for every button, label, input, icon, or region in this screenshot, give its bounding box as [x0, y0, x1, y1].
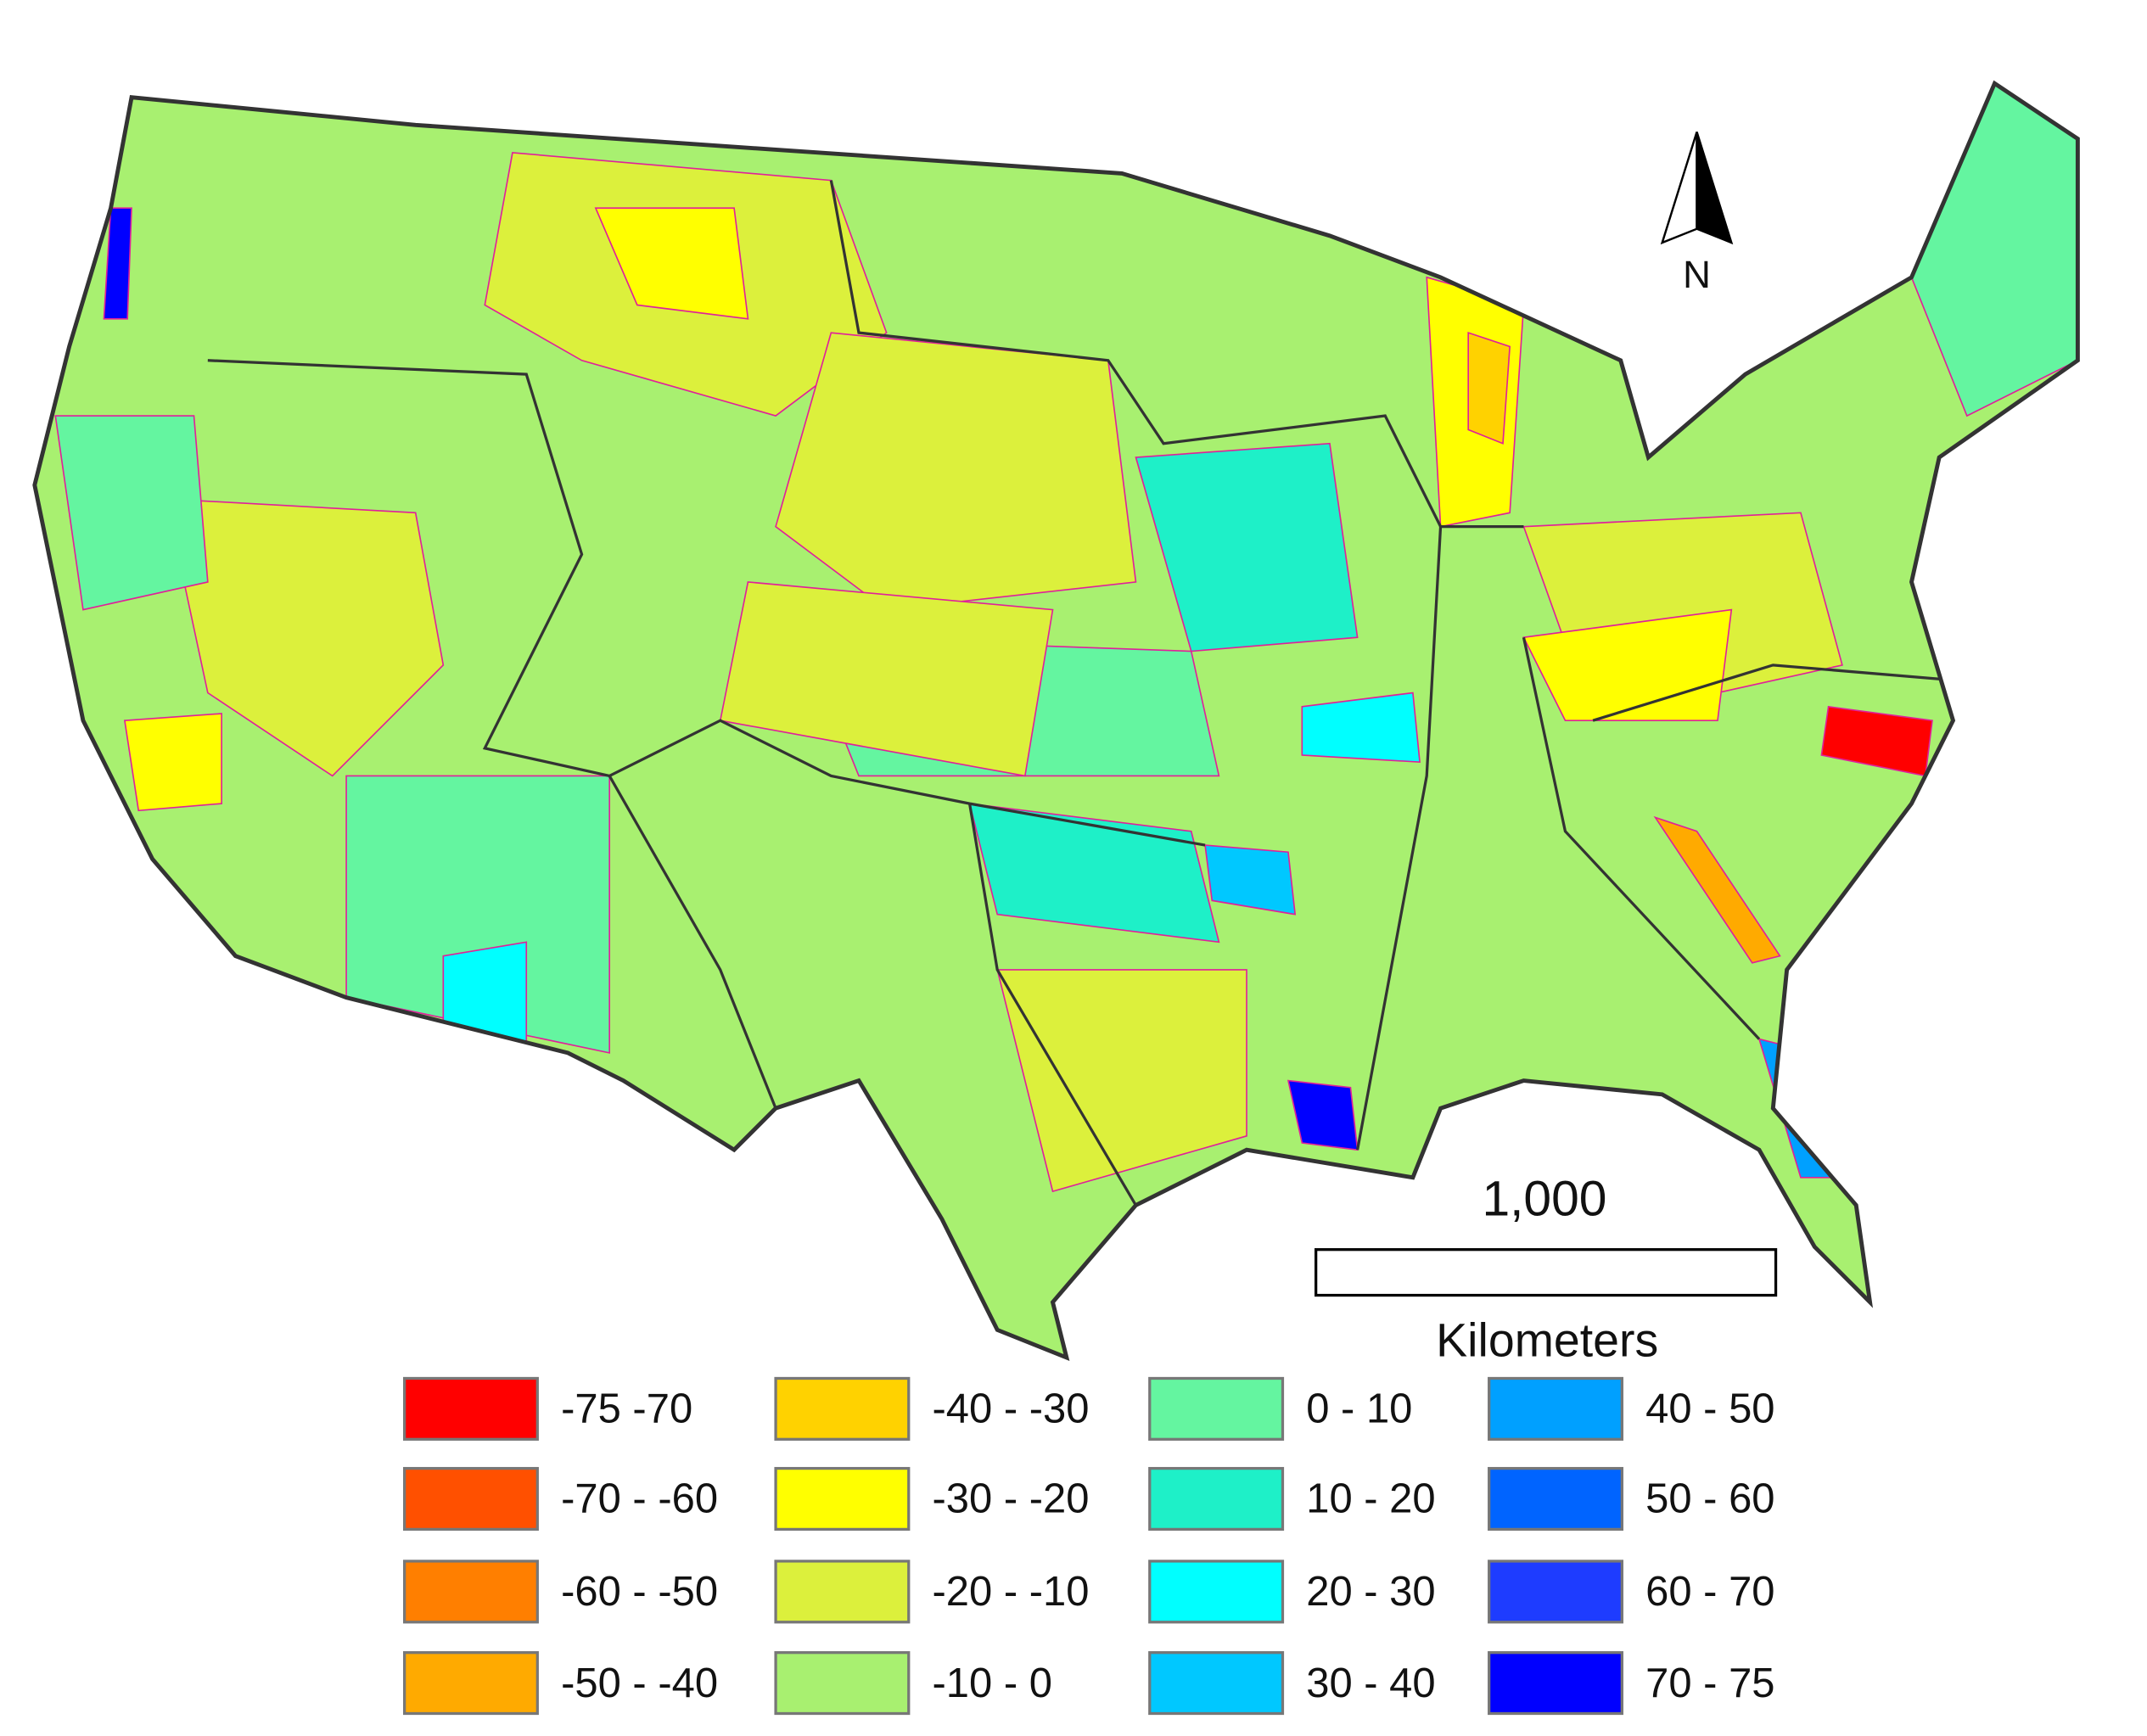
legend-item: 20 - 30 [1148, 1560, 1436, 1624]
legend-item: 70 - 75 [1488, 1651, 1775, 1716]
legend-item: 50 - 60 [1488, 1466, 1775, 1532]
legend-label: 20 - 30 [1306, 1569, 1435, 1615]
us-map [32, 80, 2080, 1362]
legend-item: 10 - 20 [1148, 1466, 1436, 1532]
legend-swatch [774, 1466, 911, 1532]
legend-label: -40 - -30 [933, 1386, 1090, 1432]
scale-bar-unit: Kilometers [1436, 1313, 1658, 1366]
legend-item: 40 - 50 [1488, 1376, 1775, 1441]
legend-label: 0 - 10 [1306, 1386, 1412, 1432]
legend: -75 -70 -70 - -60 -60 - -50 -50 - -40 -40 - … [402, 1376, 1775, 1716]
legend-item: -75 -70 [402, 1376, 692, 1441]
legend-swatch [1148, 1560, 1285, 1624]
north-label: N [1683, 253, 1711, 296]
legend-item: -50 - -40 [402, 1651, 718, 1716]
scale-bar-label: 1,000 [1482, 1172, 1606, 1227]
legend-swatch [1488, 1560, 1624, 1624]
legend-item: -40 - -30 [774, 1376, 1090, 1441]
legend-label: 40 - 50 [1645, 1386, 1774, 1432]
legend-item: 60 - 70 [1488, 1560, 1775, 1624]
legend-swatch [402, 1466, 539, 1532]
legend-label: 70 - 75 [1645, 1660, 1774, 1706]
north-arrow: N [1660, 132, 1734, 296]
legend-swatch [1488, 1376, 1624, 1441]
north-arrow-left [1660, 132, 1698, 245]
north-arrow-right [1696, 132, 1734, 245]
legend-item: -10 - 0 [774, 1651, 1052, 1716]
legend-swatch [774, 1651, 911, 1716]
legend-label: -50 - -40 [561, 1660, 718, 1706]
legend-label: 50 - 60 [1645, 1476, 1774, 1522]
legend-swatch [1148, 1376, 1285, 1441]
legend-label: -30 - -20 [933, 1476, 1090, 1522]
coastline [32, 80, 2080, 1362]
legend-item: -20 - -10 [774, 1560, 1090, 1624]
legend-swatch [774, 1376, 911, 1441]
region-boundaries [207, 180, 1940, 1207]
legend-item: -30 - -20 [774, 1466, 1090, 1532]
legend-label: -75 -70 [561, 1386, 692, 1432]
scale-bar: 1,000 Kilometers [1315, 1172, 1778, 1366]
legend-swatch [1488, 1651, 1624, 1716]
legend-swatch [774, 1560, 911, 1624]
basins [54, 83, 2078, 1193]
legend-label: -60 - -50 [561, 1569, 718, 1615]
scale-bar-rect [1315, 1248, 1778, 1297]
legend-swatch [402, 1651, 539, 1716]
legend-item: 0 - 10 [1148, 1376, 1412, 1441]
legend-swatch [1488, 1466, 1624, 1532]
legend-label: 10 - 20 [1306, 1476, 1435, 1522]
legend-swatch [1148, 1466, 1285, 1532]
legend-label: 60 - 70 [1645, 1569, 1774, 1615]
legend-label: -10 - 0 [933, 1660, 1052, 1706]
legend-item: -70 - -60 [402, 1466, 718, 1532]
legend-swatch [402, 1376, 539, 1441]
legend-item: 30 - 40 [1148, 1651, 1436, 1716]
legend-swatch [402, 1560, 539, 1624]
legend-swatch [1148, 1651, 1285, 1716]
legend-label: 30 - 40 [1306, 1660, 1435, 1706]
legend-label: -20 - -10 [933, 1569, 1090, 1615]
legend-label: -70 - -60 [561, 1476, 718, 1522]
legend-item: -60 - -50 [402, 1560, 718, 1624]
